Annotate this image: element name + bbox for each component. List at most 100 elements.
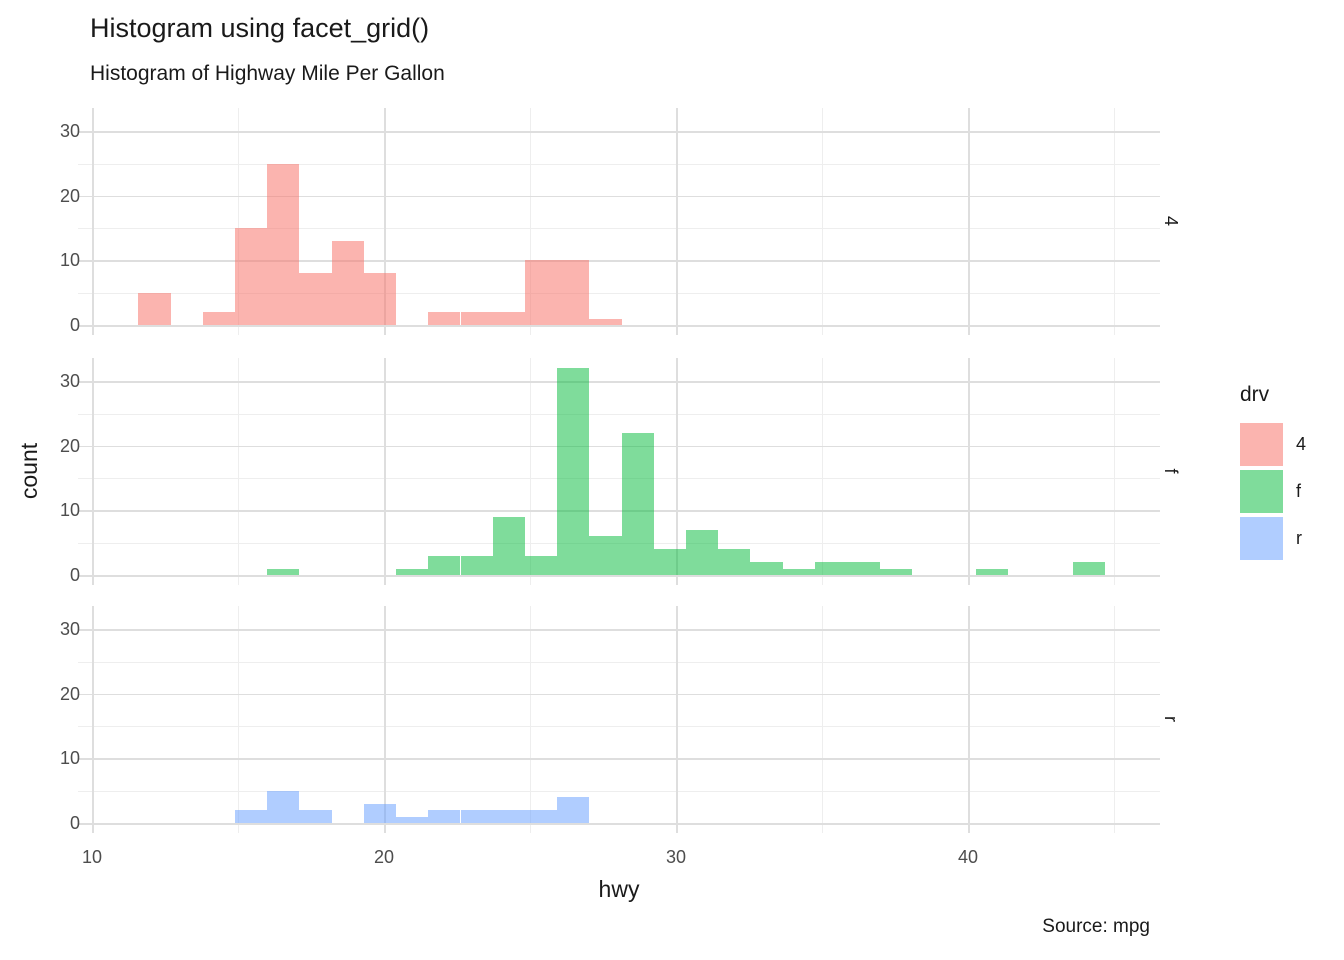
histogram-bar bbox=[235, 810, 268, 823]
histogram-bar bbox=[460, 555, 493, 575]
y-major-gridline bbox=[78, 575, 1160, 577]
x-minor-gridline bbox=[1114, 606, 1115, 833]
y-tick-label: 30 bbox=[59, 121, 80, 142]
histogram-bar bbox=[525, 810, 558, 823]
y-tick-label: 0 bbox=[69, 813, 80, 833]
x-minor-gridline bbox=[822, 358, 823, 585]
x-minor-gridline bbox=[822, 606, 823, 833]
y-minor-gridline bbox=[78, 228, 1160, 230]
y-tick-label: 20 bbox=[59, 435, 80, 456]
x-major-gridline bbox=[92, 108, 94, 335]
y-minor-gridline bbox=[78, 478, 1160, 480]
x-major-gridline bbox=[968, 606, 970, 833]
y-major-gridline bbox=[78, 325, 1160, 327]
x-minor-gridline bbox=[238, 108, 239, 335]
y-tick-label: 10 bbox=[59, 250, 80, 271]
histogram-bar bbox=[267, 568, 300, 575]
histogram-bar bbox=[331, 241, 364, 325]
x-major-gridline bbox=[676, 358, 678, 585]
y-tick-label: 30 bbox=[59, 619, 80, 640]
x-tick-label: 40 bbox=[957, 847, 979, 867]
y-major-gridline bbox=[78, 131, 1160, 133]
x-major-gridline bbox=[968, 358, 970, 585]
legend-key-f: f bbox=[1240, 470, 1306, 513]
legend-label-4: 4 bbox=[1296, 434, 1307, 454]
histogram-bar bbox=[653, 549, 686, 575]
y-tick-label: 10 bbox=[59, 748, 80, 769]
histogram-bar bbox=[685, 529, 719, 575]
x-major-gridline bbox=[676, 108, 678, 335]
histogram-bar bbox=[492, 810, 526, 823]
histogram-bar bbox=[299, 810, 332, 823]
y-minor-gridline bbox=[78, 790, 1160, 792]
y-major-gridline bbox=[78, 758, 1160, 760]
histogram-bar bbox=[976, 568, 1009, 575]
x-minor-gridline bbox=[530, 358, 531, 585]
histogram-bar bbox=[557, 797, 590, 823]
x-major-gridline bbox=[92, 358, 94, 585]
x-minor-gridline bbox=[238, 358, 239, 585]
y-minor-gridline bbox=[78, 661, 1160, 663]
histogram-bar bbox=[299, 273, 332, 325]
histogram-bar bbox=[235, 228, 268, 325]
y-minor-gridline bbox=[78, 413, 1160, 415]
histogram-bar bbox=[492, 516, 526, 575]
legend-swatch-4 bbox=[1240, 423, 1283, 466]
y-tick-label: 10 bbox=[59, 500, 80, 521]
histogram-bar bbox=[202, 312, 236, 325]
histogram-bar bbox=[1072, 562, 1105, 575]
x-axis-title: hwy bbox=[598, 876, 640, 902]
legend-key-r: r bbox=[1240, 517, 1306, 560]
x-major-gridline bbox=[676, 606, 678, 833]
histogram-bar bbox=[267, 163, 300, 325]
x-minor-gridline bbox=[1114, 108, 1115, 335]
histogram-bar bbox=[718, 549, 751, 575]
histogram-bar bbox=[428, 555, 461, 575]
x-major-gridline bbox=[968, 108, 970, 335]
histogram-bar bbox=[879, 568, 912, 575]
histogram-bar bbox=[557, 260, 590, 325]
histogram-bar bbox=[267, 790, 300, 823]
histogram-bar bbox=[847, 562, 880, 575]
x-minor-gridline bbox=[530, 606, 531, 833]
histogram-bar bbox=[395, 568, 429, 575]
y-tick-label: 0 bbox=[69, 315, 80, 335]
y-major-gridline bbox=[78, 823, 1160, 825]
x-major-gridline bbox=[384, 606, 386, 833]
chart-title: Histogram using facet_grid() bbox=[90, 13, 430, 43]
histogram-bar bbox=[363, 803, 396, 823]
histogram-bar bbox=[460, 312, 493, 325]
facet-strip-label-f: f bbox=[1161, 468, 1182, 474]
histogram-bar bbox=[557, 368, 590, 575]
legend-swatch-f bbox=[1240, 470, 1283, 513]
x-minor-gridline bbox=[530, 108, 531, 335]
chart-subtitle: Histogram of Highway Mile Per Gallon bbox=[90, 62, 445, 85]
y-major-gridline bbox=[78, 629, 1160, 631]
y-tick-label: 30 bbox=[59, 371, 80, 392]
histogram-bar bbox=[138, 292, 171, 325]
x-tick-label: 20 bbox=[373, 847, 395, 867]
facet-panel-r bbox=[78, 606, 1160, 833]
facet-strip-label-r: r bbox=[1161, 716, 1182, 722]
legend-label-f: f bbox=[1296, 481, 1302, 501]
legend-label-r: r bbox=[1296, 528, 1302, 548]
histogram-bar bbox=[525, 555, 558, 575]
y-major-gridline bbox=[78, 445, 1160, 448]
x-tick-label: 30 bbox=[665, 847, 687, 867]
x-major-gridline bbox=[384, 108, 386, 335]
y-tick-label: 20 bbox=[59, 185, 80, 206]
y-major-gridline bbox=[78, 693, 1160, 696]
histogram-bar bbox=[395, 816, 429, 823]
legend-title: drv bbox=[1240, 383, 1270, 406]
histogram-bar bbox=[492, 312, 526, 325]
x-major-gridline bbox=[384, 358, 386, 585]
x-minor-gridline bbox=[238, 606, 239, 833]
x-minor-gridline bbox=[1114, 358, 1115, 585]
y-minor-gridline bbox=[78, 726, 1160, 728]
histogram-bar bbox=[460, 810, 493, 823]
histogram-bar bbox=[782, 568, 815, 575]
y-major-gridline bbox=[78, 260, 1160, 262]
y-tick-label: 20 bbox=[59, 683, 80, 704]
y-minor-gridline bbox=[78, 292, 1160, 294]
